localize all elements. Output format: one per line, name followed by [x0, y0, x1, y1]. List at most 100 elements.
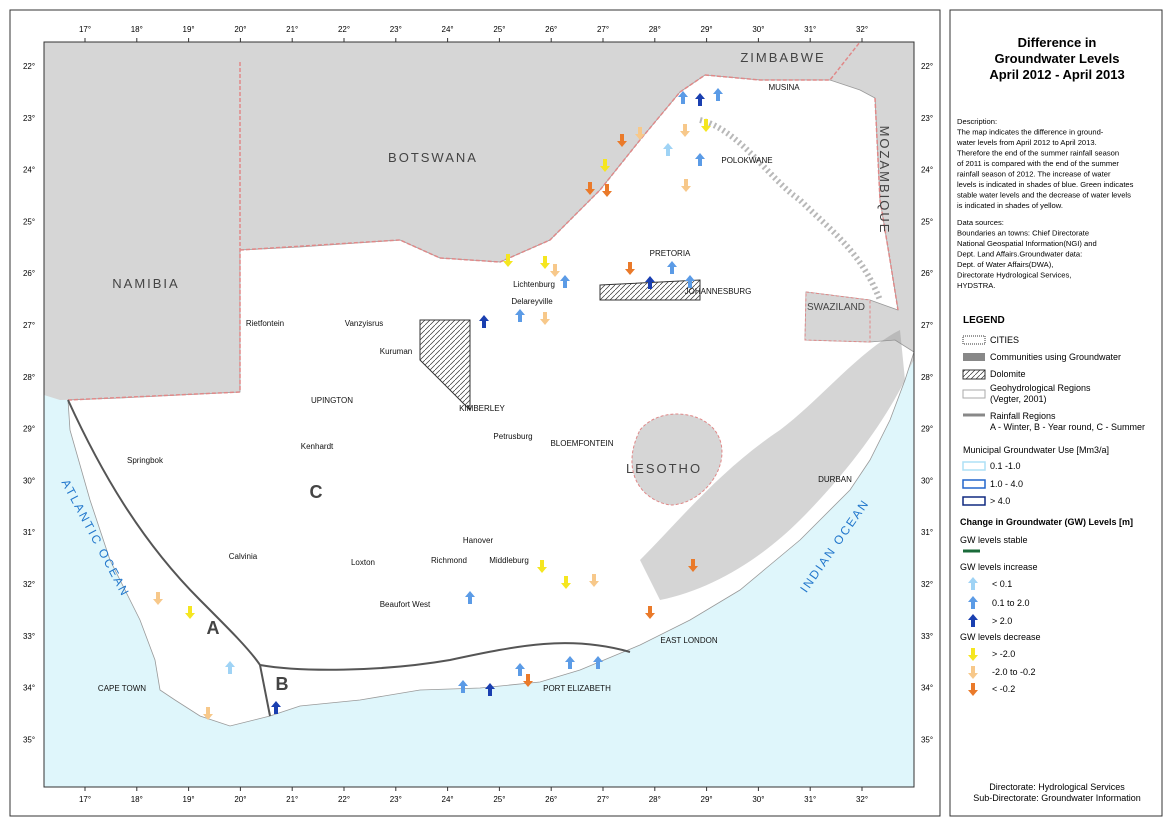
place-label: KIMBERLEY: [459, 404, 505, 413]
lon-label: 17°: [79, 795, 91, 804]
arrow: [537, 560, 547, 573]
lon-label: 30°: [752, 25, 764, 34]
arrow: [485, 683, 495, 696]
lat-label: 28°: [921, 373, 933, 382]
arrow: [701, 119, 711, 132]
place-label: UPINGTON: [311, 396, 353, 405]
country-label: SWAZILAND: [807, 302, 865, 313]
lon-label: 24°: [442, 795, 454, 804]
country-label: MOZAMBIQUE: [877, 126, 892, 235]
lon-label: 24°: [442, 25, 454, 34]
legend-label: 1.0 - 4.0: [990, 479, 1023, 489]
lon-label: 31°: [804, 25, 816, 34]
description-line: rainfall season of 2012. The increase of…: [957, 170, 1111, 179]
legend-label: GW levels decrease: [960, 632, 1041, 642]
region-label: B: [276, 674, 289, 694]
lat-label: 35°: [23, 735, 35, 744]
title: April 2012 - April 2013: [989, 67, 1124, 82]
arrow: [635, 127, 645, 140]
description-line: is indicated in shades of yellow.: [957, 201, 1063, 210]
legend-label: A - Winter, B - Year round, C - Summer: [990, 422, 1145, 432]
source-line: Directorate Hydrological Services,: [957, 271, 1071, 280]
lat-label: 22°: [23, 62, 35, 71]
arrow: [515, 663, 525, 676]
lat-label: 26°: [23, 269, 35, 278]
place-label: Calvinia: [229, 552, 258, 561]
arrow: [465, 591, 475, 604]
arrow: [968, 596, 978, 609]
arrow: [602, 184, 612, 197]
arrow: [550, 264, 560, 277]
legend-label: Dolomite: [990, 369, 1026, 379]
lat-label: 25°: [921, 217, 933, 226]
dolomite: [419, 319, 471, 412]
source-line: National Geospatial Information(NGI) and: [957, 239, 1097, 248]
legend-swatch: [962, 496, 986, 506]
lon-label: 29°: [701, 25, 713, 34]
arrow: [688, 559, 698, 572]
rainfall-boundary: [67, 399, 631, 717]
arrow: [695, 93, 705, 106]
lat-label: 32°: [23, 580, 35, 589]
lat-label: 27°: [23, 321, 35, 330]
lat-label: 23°: [23, 114, 35, 123]
legend-label: GW levels increase: [960, 562, 1038, 572]
place-label: Springbok: [127, 456, 164, 465]
place-label: POLOKWANE: [721, 156, 772, 165]
source-line: Boundaries an towns: Chief Directorate: [957, 229, 1089, 238]
legend-label: CITIES: [990, 335, 1019, 345]
place-label: MUSINA: [768, 83, 800, 92]
description-line: The map indicates the difference in grou…: [957, 128, 1104, 137]
legend-label: > 4.0: [990, 496, 1010, 506]
legend-label: Rainfall Regions: [990, 411, 1056, 421]
arrow: [185, 606, 195, 619]
map-body: ZIMBABWE BOTSWANA NAMIBIA MOZAMBIQUE SWA…: [44, 42, 914, 787]
arrow: [968, 683, 978, 696]
lat-label: 26°: [921, 269, 933, 278]
legend-label: Municipal Groundwater Use [Mm3/a]: [963, 445, 1109, 455]
lon-label: 22°: [338, 25, 350, 34]
place-label: PRETORIA: [650, 249, 691, 258]
arrow: [561, 576, 571, 589]
lon-label: 28°: [649, 795, 661, 804]
legend-label: GW levels stable: [960, 535, 1028, 545]
legend-title: LEGEND: [963, 315, 1005, 326]
communities-using-groundwater: [640, 330, 905, 600]
legend-swatch: [962, 369, 986, 380]
arrow: [667, 261, 677, 274]
lon-label: 25°: [493, 25, 505, 34]
legend-label: > 2.0: [992, 616, 1012, 626]
arrows: [153, 88, 723, 720]
country-label: NAMIBIA: [112, 276, 179, 291]
title: Difference in: [1018, 35, 1097, 50]
legend-frame: [949, 9, 1163, 817]
description-line: water levels from April 2012 to April 20…: [956, 138, 1097, 147]
legend-label: < 0.1: [992, 579, 1012, 589]
borders: [67, 42, 899, 401]
arrow: [625, 262, 635, 275]
place-label: DURBAN: [818, 475, 852, 484]
legend-label: 0.1 -1.0: [990, 461, 1021, 471]
arrow: [458, 680, 468, 693]
lon-label: 25°: [493, 795, 505, 804]
dolomite: [599, 279, 701, 301]
lat-label: 34°: [921, 684, 933, 693]
arrow: [589, 574, 599, 587]
place-label: Richmond: [431, 556, 467, 565]
lon-label: 27°: [597, 795, 609, 804]
arrow: [680, 124, 690, 137]
lon-label: 19°: [183, 795, 195, 804]
lon-label: 32°: [856, 795, 868, 804]
arrow: [271, 701, 281, 714]
source-line: Data sources:: [957, 218, 1004, 227]
arrow: [515, 309, 525, 322]
source-line: HYDSTRA.: [957, 281, 995, 290]
place-label: JOHANNESBURG: [685, 287, 752, 296]
legend-label: Communities using Groundwater: [990, 352, 1121, 362]
arrow: [968, 666, 978, 679]
arrow: [968, 614, 978, 627]
legend-swatch: [963, 353, 985, 361]
arrow: [565, 656, 575, 669]
footer: Directorate: Hydrological Services: [989, 782, 1125, 792]
